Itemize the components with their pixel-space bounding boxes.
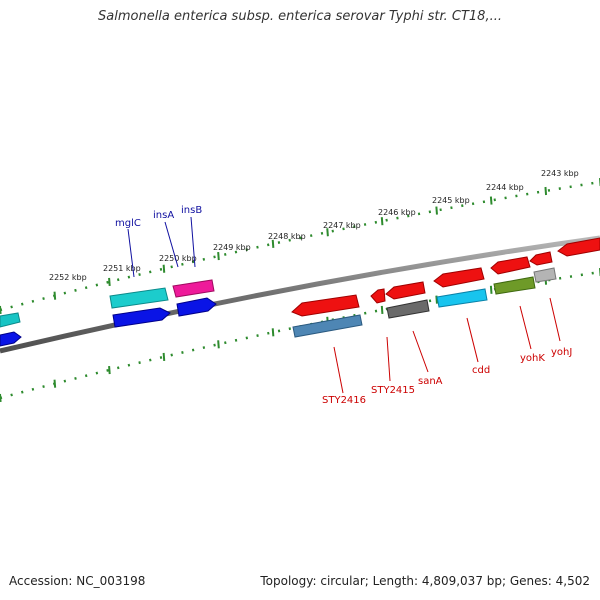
gene-block-cyan[interactable] xyxy=(0,312,21,328)
gene-arrow-mglc-blue[interactable] xyxy=(112,307,171,328)
major-tick xyxy=(489,285,493,294)
major-tick xyxy=(380,217,384,226)
gene-arrow-sana[interactable] xyxy=(385,281,426,300)
label-leader xyxy=(466,317,479,363)
gene-arrow-sty2416[interactable] xyxy=(291,294,360,317)
scale-label: 2249 kbp xyxy=(213,243,251,252)
gene-block-yohk[interactable] xyxy=(493,276,536,295)
gene-arrow-yohj[interactable] xyxy=(529,251,553,266)
scale-label: 2250 kbp xyxy=(159,254,197,263)
gene-label-insb[interactable]: insB xyxy=(181,205,202,216)
gene-label-sty2415[interactable]: STY2415 xyxy=(371,385,415,396)
gene-block-sana[interactable] xyxy=(386,299,430,319)
label-leader xyxy=(386,336,391,382)
label-leader xyxy=(519,305,532,350)
scale-label: 2243 kbp xyxy=(541,169,579,178)
major-tick xyxy=(489,196,493,205)
major-tick xyxy=(217,251,220,261)
major-tick xyxy=(162,352,166,361)
major-tick xyxy=(0,305,2,315)
outer-tick-ring xyxy=(0,180,600,312)
gene-arrow-blue[interactable] xyxy=(0,331,22,347)
gene-label-insa[interactable]: insA xyxy=(153,210,174,221)
gene-block-yohj[interactable] xyxy=(533,267,557,283)
scale-label: 2248 kbp xyxy=(268,232,306,241)
gene-arrow-cdd[interactable] xyxy=(433,267,485,288)
major-tick xyxy=(108,365,111,375)
gene-label-yohj[interactable]: yohJ xyxy=(551,347,572,358)
gene-label-sty2416[interactable]: STY2416 xyxy=(322,395,366,406)
major-tick xyxy=(544,186,548,196)
major-tick xyxy=(326,228,329,237)
genome-backbone xyxy=(0,235,600,354)
label-leader xyxy=(190,216,196,268)
label-leader xyxy=(164,221,179,268)
gene-label-sana[interactable]: sanA xyxy=(418,376,443,387)
gene-arrow-yohk[interactable] xyxy=(490,256,531,275)
gene-block-mglc[interactable] xyxy=(109,287,169,309)
genome-summary-text: Topology: circular; Length: 4,809,037 bp… xyxy=(260,574,590,588)
major-tick xyxy=(435,295,438,304)
scale-label: 2245 kbp xyxy=(432,196,470,205)
major-tick xyxy=(53,379,57,388)
major-tick xyxy=(380,305,384,315)
major-tick xyxy=(162,264,166,273)
major-tick xyxy=(0,393,2,403)
gene-arrow-insb[interactable] xyxy=(176,297,217,317)
major-tick xyxy=(271,239,275,248)
scale-label: 2251 kbp xyxy=(103,264,141,273)
inner-major-ticks xyxy=(0,268,600,403)
label-leader xyxy=(549,297,561,342)
scale-label: 2246 kbp xyxy=(378,208,416,217)
label-leader xyxy=(333,346,344,394)
major-tick xyxy=(108,277,111,287)
scale-label: 2247 kbp xyxy=(323,221,361,230)
scale-label: 2252 kbp xyxy=(49,273,87,282)
scale-label: 2244 kbp xyxy=(486,183,524,192)
gene-label-mglc[interactable]: mglC xyxy=(115,218,141,229)
label-leader xyxy=(412,330,429,373)
gene-block-cdd[interactable] xyxy=(436,288,488,308)
major-tick xyxy=(217,340,220,349)
major-tick xyxy=(271,328,275,337)
gene-block-insa-insb[interactable] xyxy=(172,279,215,298)
outer-major-ticks xyxy=(0,178,600,315)
gene-arrow-right-edge[interactable] xyxy=(557,237,600,257)
label-leader xyxy=(127,228,135,278)
major-tick xyxy=(435,206,438,215)
gene-block-sty2416[interactable] xyxy=(292,314,363,338)
major-tick xyxy=(53,291,57,300)
gene-arrow-sty2415[interactable] xyxy=(370,288,386,304)
accession-text: Accession: NC_003198 xyxy=(9,574,146,588)
map-title: Salmonella enterica subsp. enterica sero… xyxy=(98,9,502,24)
gene-label-yohk[interactable]: yohK xyxy=(520,353,545,364)
gene-label-cdd[interactable]: cdd xyxy=(472,365,490,376)
